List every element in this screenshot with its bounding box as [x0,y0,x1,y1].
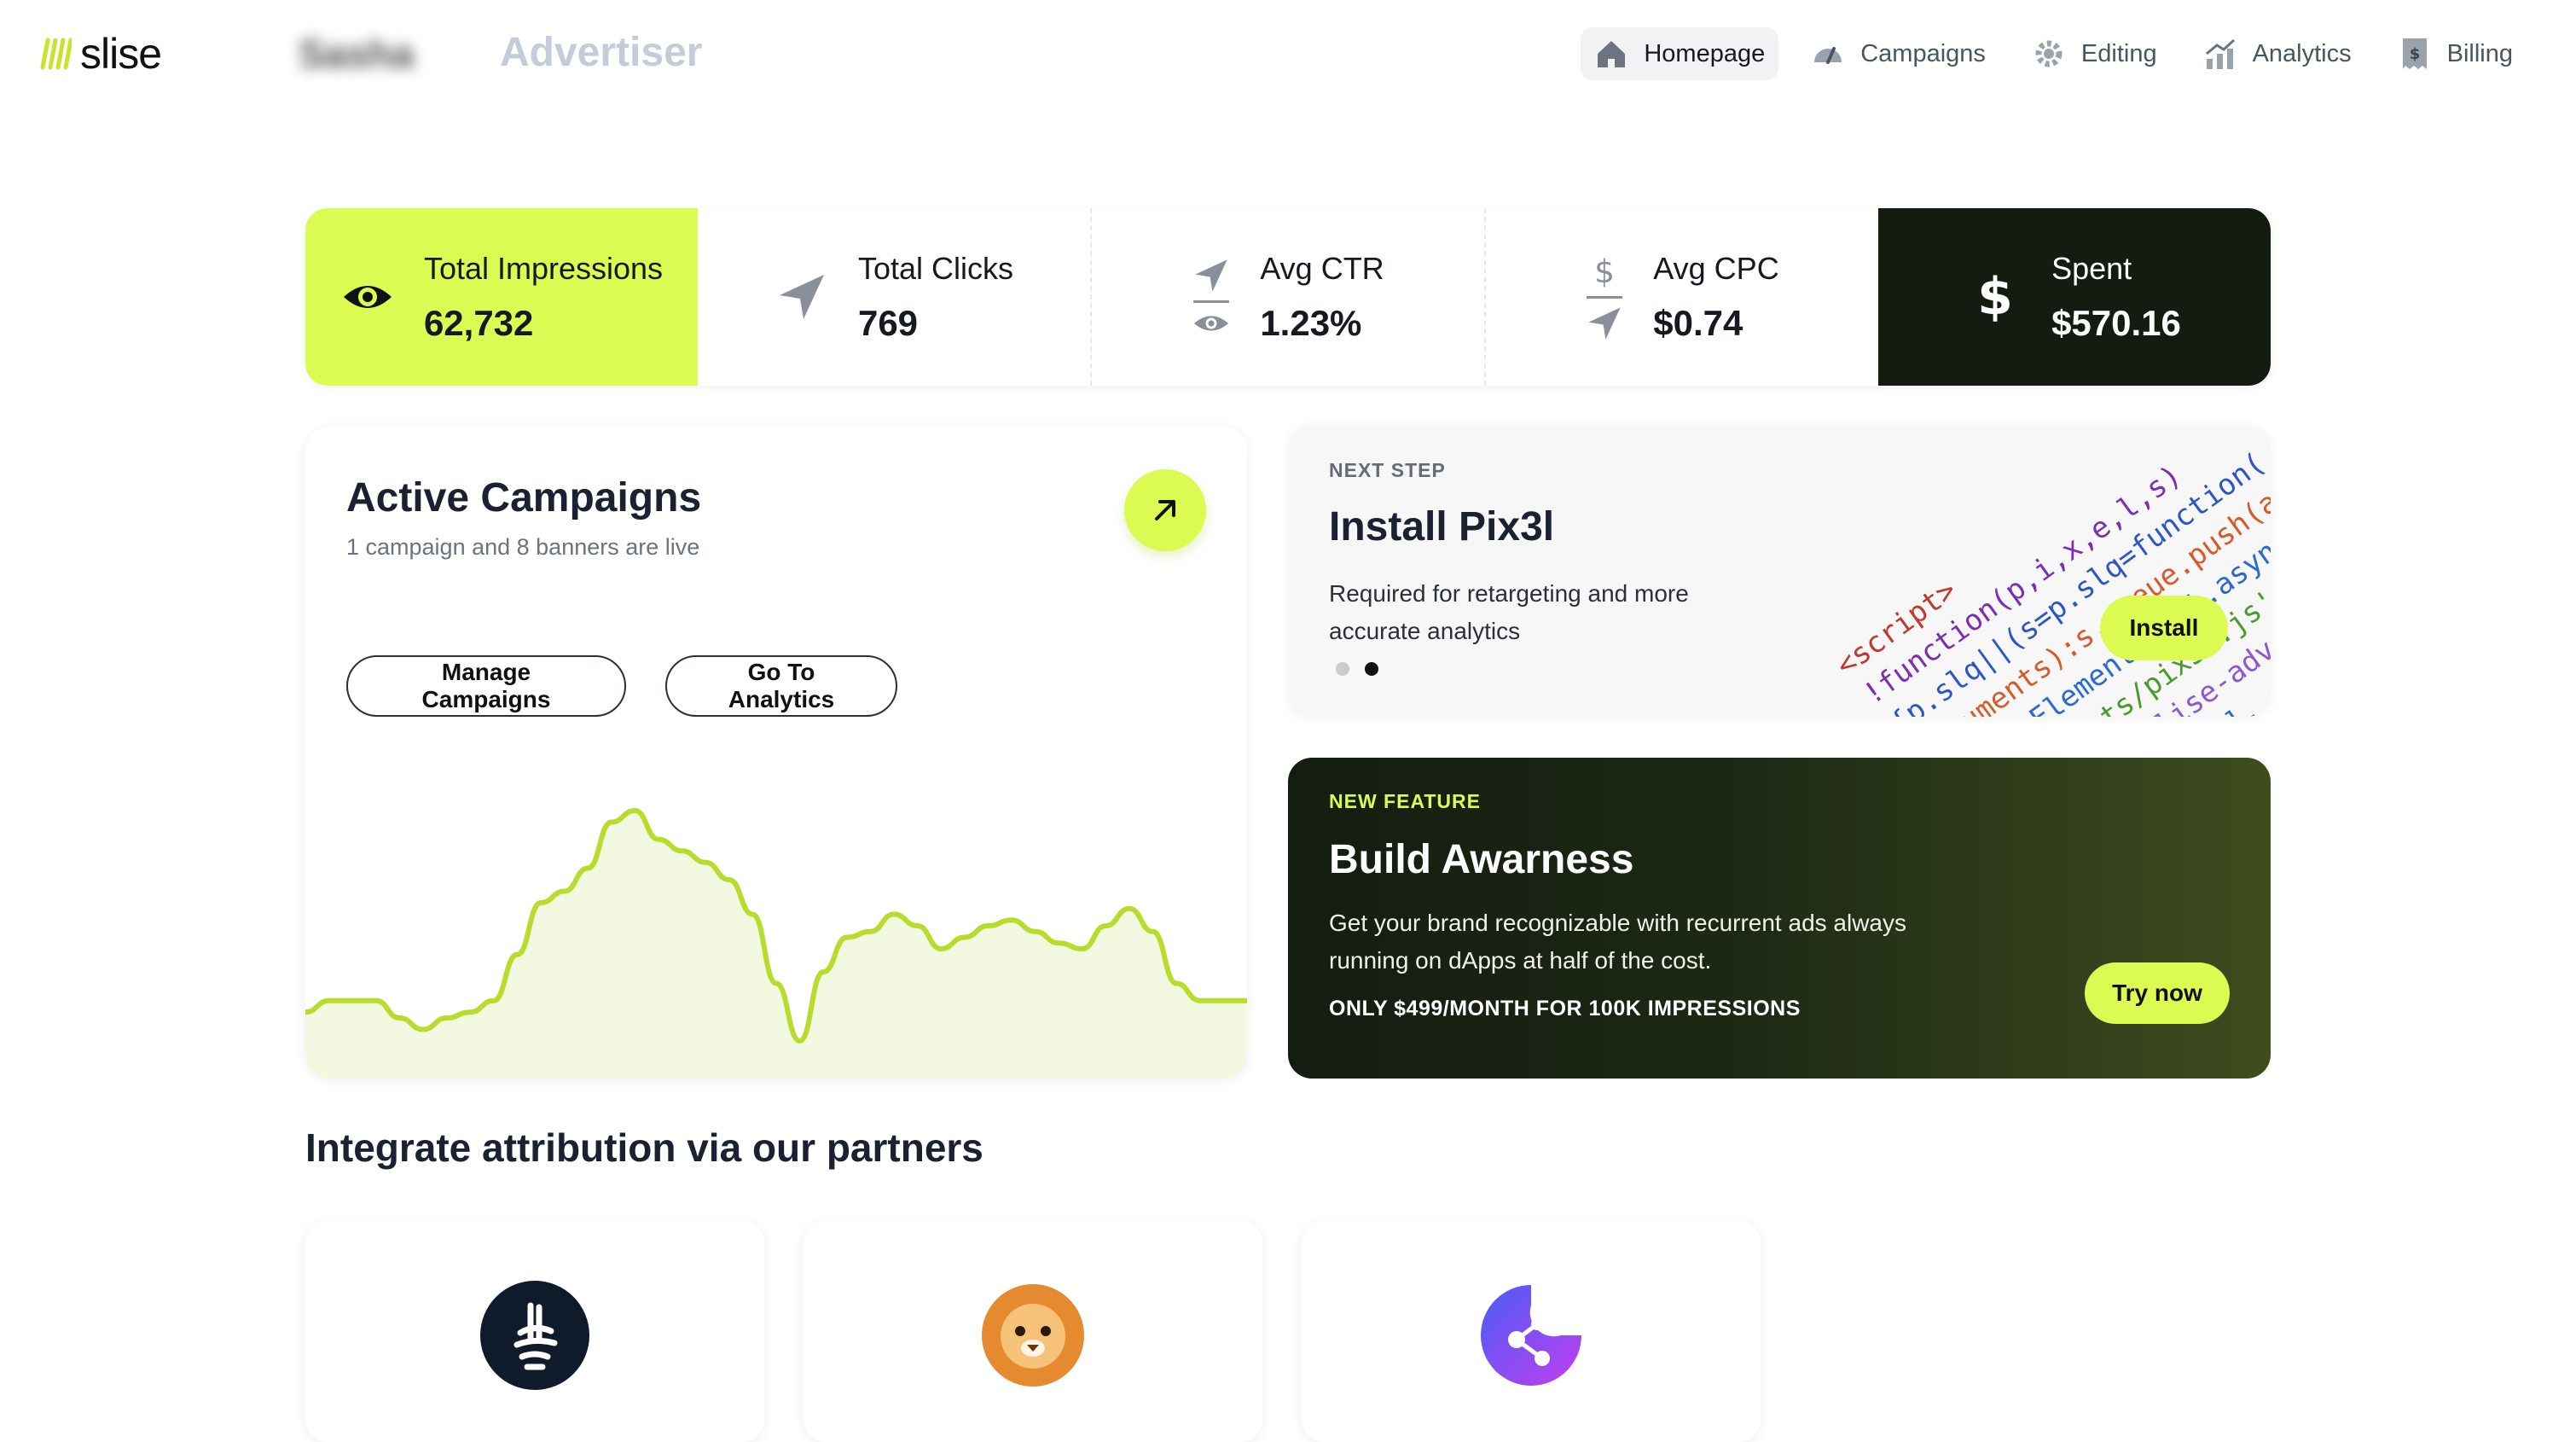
try-now-button[interactable]: Try now [2085,962,2230,1024]
manage-campaigns-button[interactable]: Manage Campaigns [346,655,626,717]
chart-icon [2205,38,2235,69]
nav-analytics-label: Analytics [2252,39,2352,67]
build-awareness-title: Build Awarness [1329,837,1634,882]
nav-campaigns-label: Campaigns [1860,39,1986,67]
stat-total-impressions: Total Impressions 62,732 [305,208,698,386]
stat-total-clicks: Total Clicks 769 [698,208,1092,386]
svg-text:$: $ [1594,252,1615,289]
partner-logo-lion [982,1284,1084,1387]
build-awareness-description: Get your brand recognizable with recurre… [1329,910,1907,974]
partner-card-2[interactable] [804,1220,1262,1442]
nav-editing-label: Editing [2080,39,2157,67]
arrow-up-right-icon [1155,500,1175,520]
build-awareness-card: NEW FEATURE Build Awarness Get your bran… [1288,758,2271,1079]
spent-label: Spent [2051,251,2132,287]
clicks-label: Total Clicks [857,251,1014,287]
install-pix3l-card: NEXT STEP Install Pix3l Required for ret… [1288,425,2271,717]
install-pix3l-description: Required for retargeting and more accura… [1329,580,1689,644]
nav-analytics[interactable]: Analytics [2190,27,2365,80]
cpc-value: $0.74 [1653,302,1743,343]
nav-billing[interactable]: $ Billing [2384,27,2527,80]
partner-logo-network [1481,1285,1581,1386]
go-to-analytics-button[interactable]: Go To Analytics [665,655,897,717]
slise-logo-icon [40,38,72,70]
next-step-kicker: NEXT STEP [1329,459,1446,481]
new-feature-kicker: NEW FEATURE [1329,790,1481,812]
main-nav: Homepage Campaigns Editing Analytics $ B… [1581,27,2527,80]
nav-editing[interactable]: Editing [2018,27,2171,80]
partner-card-1[interactable] [305,1220,764,1442]
partners-title: Integrate attribution via our partners [305,1125,983,1170]
active-campaigns-title: Active Campaigns [346,475,702,520]
carousel-dots [1336,662,1378,676]
cursor-arrow-icon [1588,306,1621,340]
open-campaigns-button[interactable] [1124,469,1206,551]
svg-text:$: $ [2409,45,2420,63]
role-label: Advertiser [500,30,703,75]
stat-spent: $ Spent $570.16 [1878,208,2271,386]
active-campaigns-subtitle: 1 campaign and 8 banners are live [346,534,700,560]
stat-avg-ctr: Avg CTR 1.23% [1092,208,1486,386]
nav-homepage[interactable]: Homepage [1581,27,1779,80]
price-note: ONLY $499/MONTH FOR 100K IMPRESSIONS [1329,997,1801,1020]
nav-homepage-label: Homepage [1644,39,1766,67]
ctr-label: Avg CTR [1260,251,1384,287]
clicks-value: 769 [857,302,919,343]
cpc-fraction-icon: $ [1585,252,1624,343]
cursor-arrow-icon [779,275,824,319]
gear-icon [2035,40,2063,67]
carousel-dot[interactable] [1336,662,1349,676]
home-icon [1598,41,1626,67]
impressions-label: Total Impressions [423,251,664,287]
ctr-fraction-icon [1192,256,1231,339]
chart-series-line [305,807,1247,1044]
carousel-dot[interactable] [1365,662,1378,676]
chart-area-fill [305,811,1247,1079]
impressions-area-chart [305,807,1247,1079]
gauge-icon [1814,47,1842,64]
code-snippet-illustration: <script>!function(p,i,x,e,l,s){p.slq||(s… [1830,444,2271,717]
stat-avg-cpc: $ Avg CPC $0.74 [1486,208,1878,386]
partner-card-3[interactable] [1302,1220,1761,1442]
stats-strip: Total Impressions 62,732 Total Clicks 76… [305,208,2271,386]
partner-logo-hand [480,1281,589,1390]
nav-billing-label: Billing [2446,39,2513,67]
install-button[interactable]: Install [2100,596,2228,660]
active-campaigns-card: Active Campaigns 1 campaign and 8 banner… [305,427,1247,1079]
svg-text:$: $ [1977,270,2013,324]
slise-logo[interactable]: slise [38,29,162,78]
cpc-label: Avg CPC [1653,251,1779,287]
logo-text: slise [80,30,162,78]
cursor-arrow-icon [1195,259,1227,292]
dollar-icon: $ [1594,252,1615,289]
spent-value: $570.16 [2051,302,2181,343]
install-pix3l-title: Install Pix3l [1329,504,1555,549]
nav-campaigns[interactable]: Campaigns [1797,27,1999,80]
account-name[interactable]: Sasha [299,32,415,76]
eye-icon [343,286,392,308]
eye-icon [1194,315,1229,331]
invoice-icon: $ [2402,38,2427,69]
ctr-value: 1.23% [1260,302,1362,343]
impressions-value: 62,732 [423,302,534,343]
dollar-icon: $ [1977,270,2013,324]
